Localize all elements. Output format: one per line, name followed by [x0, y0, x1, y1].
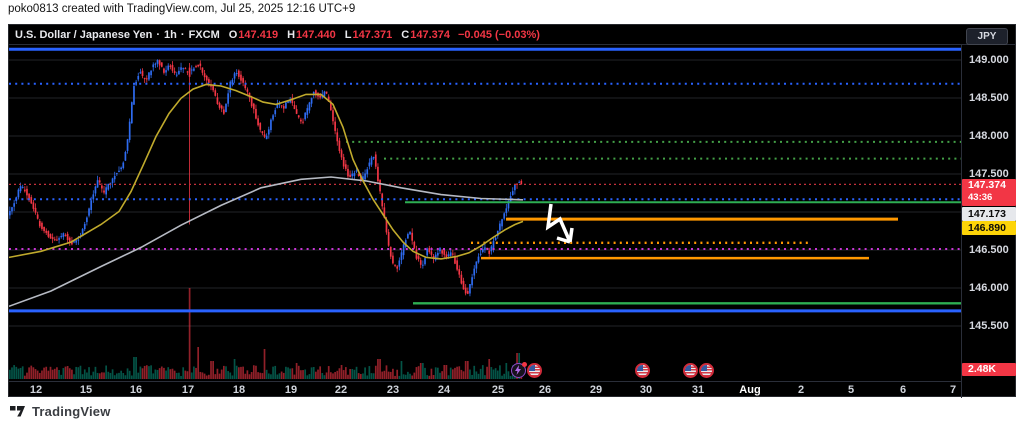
time-tick-label: 30 [639, 384, 653, 396]
time-tick-label: 18 [232, 384, 246, 396]
current-price-badge: 147.374 43:36 [962, 179, 1016, 206]
candles [9, 59, 523, 297]
price-tick-label: 148.000 [969, 130, 1009, 142]
time-tick-label: 12 [29, 384, 43, 396]
time-axis[interactable]: 12 15 16 17 18 19 22 23 24 25 26 29 30 31 Aug 2 5 6 7 [9, 381, 961, 398]
interval-label[interactable]: 1h [164, 28, 177, 41]
time-tick-label: 16 [129, 384, 143, 396]
open-value: 147.419 [238, 28, 279, 41]
low-label: L [344, 28, 352, 41]
symbol-legend: U.S. Dollar / Japanese Yen · 1h · FXCM O… [9, 25, 1015, 45]
yellow-ma-value-badge: 146.890 [962, 221, 1016, 235]
time-tick-label: 19 [284, 384, 298, 396]
time-tick-label: 17 [181, 384, 195, 396]
open-label: O [228, 28, 238, 41]
symbol-title[interactable]: U.S. Dollar / Japanese Yen [15, 28, 153, 41]
price-tick-label: 146.000 [969, 282, 1009, 294]
price-tick-label: 147.500 [969, 168, 1009, 180]
time-tick-label: 7 [949, 384, 957, 396]
time-tick-label: 25 [491, 384, 505, 396]
yellow-moving-average[interactable] [9, 83, 524, 260]
tradingview-logo[interactable]: TradingView [10, 403, 111, 419]
legend-separator: · [180, 28, 185, 41]
time-tick-label: 2 [797, 384, 805, 396]
time-tick-label: 26 [538, 384, 552, 396]
volume-value-badge: 2.48K [962, 363, 1016, 376]
time-tick-label: 24 [437, 384, 451, 396]
tradingview-logo-icon [10, 406, 25, 417]
price-axis[interactable]: 149.000 148.500 148.000 147.500 146.500 146.0… [961, 45, 1017, 398]
low-value: 147.371 [352, 28, 393, 41]
price-tick-label: 149.000 [969, 54, 1009, 66]
high-value: 147.440 [296, 28, 336, 41]
time-tick-label: Aug [739, 384, 761, 396]
currency-toggle-button[interactable]: JPY [966, 28, 1008, 45]
volume-bars [9, 288, 523, 379]
high-label: H [287, 28, 296, 41]
candlestick-plot[interactable] [9, 45, 961, 381]
price-tick-label: 145.500 [969, 320, 1009, 332]
time-tick-label: 23 [386, 384, 400, 396]
drawn-arrow-annotation[interactable] [545, 203, 572, 243]
attribution-text: poko0813 created with TradingView.com, J… [8, 3, 356, 15]
gray-ma-value-badge: 147.173 [962, 207, 1016, 221]
drawn-arrow-annotation-head [568, 227, 574, 243]
time-tick-label: 22 [334, 384, 348, 396]
time-tick-label: 5 [847, 384, 855, 396]
chart-container: U.S. Dollar / Japanese Yen · 1h · FXCM O… [8, 24, 1017, 398]
legend-separator: · [156, 28, 161, 41]
time-tick-label: 31 [691, 384, 705, 396]
chart-canvas[interactable] [9, 45, 961, 381]
price-tick-label: 148.500 [969, 92, 1009, 104]
drawn-arrow-annotation-head [556, 236, 571, 244]
exchange-label[interactable]: FXCM [188, 28, 220, 41]
price-tick-label: 146.500 [969, 244, 1009, 256]
change-value: −0.045 (−0.03%) [458, 28, 540, 41]
tradingview-logo-text: TradingView [32, 403, 111, 419]
time-tick-label: 15 [79, 384, 93, 396]
close-label: C [401, 28, 410, 41]
time-tick-label: 6 [899, 384, 907, 396]
time-tick-label: 29 [589, 384, 603, 396]
close-value: 147.374 [410, 28, 450, 41]
gray-moving-average[interactable] [9, 176, 524, 308]
